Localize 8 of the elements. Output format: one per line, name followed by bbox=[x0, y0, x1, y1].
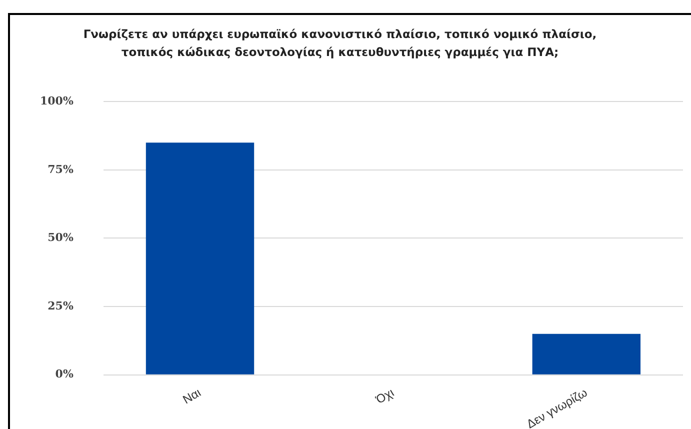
y-tick-label: 50% bbox=[48, 231, 74, 244]
y-tick-label: 0% bbox=[55, 368, 74, 381]
chart-title: Γνωρίζετε αν υπάρχει ευρωπαϊκό κανονιστικό πλαίσιο, τοπικό νομικό πλαίσιο, τοπικός κώδικας δεοντολογίας ή κατευθυντήριες γραμμές για ΠΥΑ; bbox=[82, 26, 598, 61]
y-tick-label: 75% bbox=[48, 162, 74, 176]
y-tick-label: 100% bbox=[40, 94, 74, 108]
x-tick-label: Όχι bbox=[372, 385, 397, 408]
x-tick-label: Ναι bbox=[180, 385, 204, 407]
y-tick-label: 25% bbox=[48, 299, 74, 312]
